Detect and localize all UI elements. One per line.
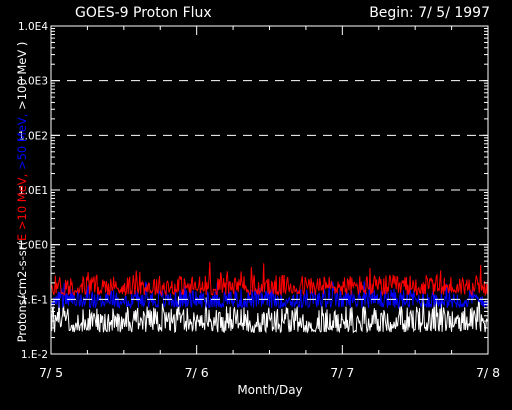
flux-series-line <box>50 261 489 297</box>
y-tick-label: 1.0E3 <box>18 76 48 88</box>
y-tick-label: 1.0E2 <box>18 130 48 142</box>
y-tick-label: 1.0E0 <box>18 240 48 252</box>
y-axis-label-part: >50 MeV, <box>15 110 29 170</box>
y-axis-label-part: >100 MeV ) <box>15 42 29 110</box>
y-tick-label: 1.0E4 <box>18 21 48 33</box>
y-tick-label: 1.0E1 <box>18 185 48 197</box>
grid-layer <box>51 80 488 300</box>
x-tick-label: 7/ 5 <box>39 365 63 380</box>
chart-title: GOES-9 Proton Flux <box>75 5 212 21</box>
x-axis-label: Month/Day <box>237 383 302 397</box>
y-axis-label-part: E >10 MeV, <box>15 170 29 241</box>
flux-series-line <box>50 295 489 334</box>
y-tick-label: 1.E-1 <box>21 294 48 306</box>
x-tick-label: 7/ 8 <box>476 365 500 380</box>
y-axis-label-part: Protons/cm2-s-sr( <box>15 241 29 342</box>
series-layer <box>50 261 489 334</box>
y-tick-label: 1.E-2 <box>21 349 48 361</box>
begin-date-label: Begin: 7/ 5/ 1997 <box>369 5 490 21</box>
y-axis-label: Protons/cm2-s-sr(E >10 MeV, >50 MeV, >10… <box>15 42 29 343</box>
x-tick-label: 7/ 7 <box>330 365 354 380</box>
tick-layer: 1.0E4 1.0E3 1.0E2 1.0E1 1.0E0 1.E-1 1.E-2 7/ 5 7… <box>18 21 500 380</box>
x-tick-label: 7/ 6 <box>185 365 209 380</box>
flux-series-line <box>50 281 489 310</box>
